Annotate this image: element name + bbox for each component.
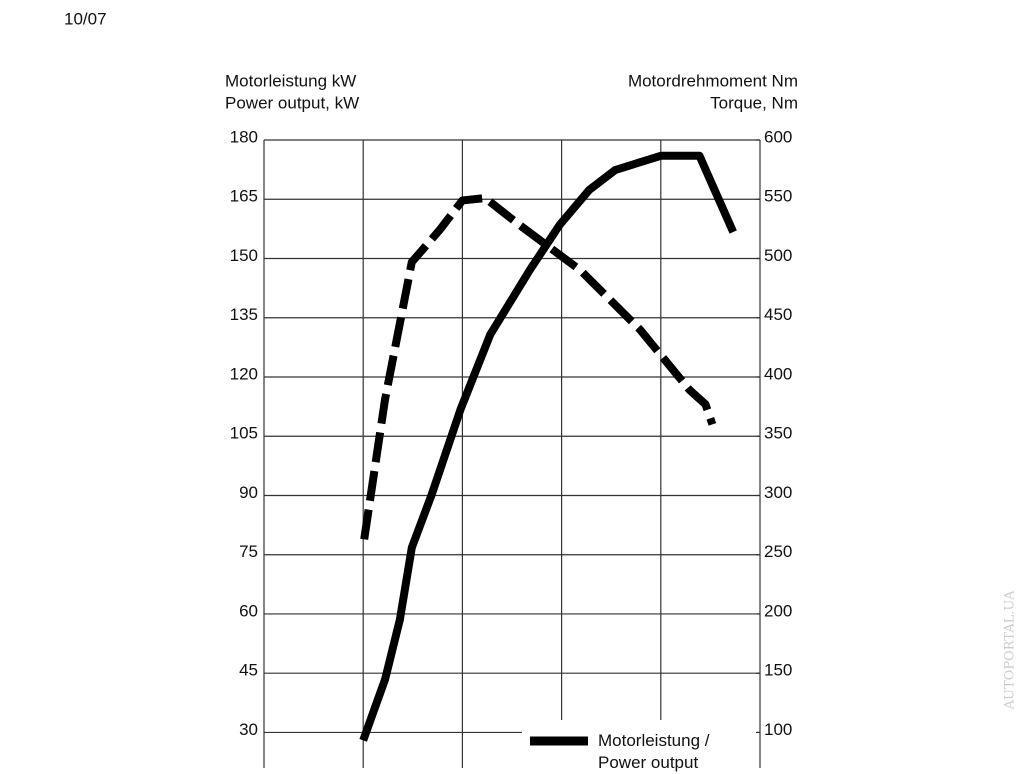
y2-tick-label: 550: [764, 187, 792, 206]
y-axis-label: Motorleistung kW: [225, 71, 356, 90]
y2-axis-label: Torque, Nm: [710, 93, 798, 112]
y2-tick-label: 450: [764, 305, 792, 324]
y2-tick-label: 400: [764, 364, 792, 383]
series-line: [360, 194, 717, 540]
series-line: [359, 151, 737, 742]
y2-tick-label: 300: [764, 483, 792, 502]
y2-tick-label: 150: [764, 661, 792, 680]
y-tick-label: 30: [239, 720, 258, 739]
y-tick-label: 105: [230, 424, 258, 443]
y-tick-label: 180: [230, 127, 258, 146]
page-label: 10/07: [64, 9, 107, 28]
y-tick-label: 90: [239, 483, 258, 502]
y-tick-label: 165: [230, 187, 258, 206]
y-axis-label: Power output, kW: [225, 93, 359, 112]
y-tick-label: 135: [230, 305, 258, 324]
y2-tick-label: 350: [764, 424, 792, 443]
y2-tick-label: 100: [764, 720, 792, 739]
y-tick-label: 150: [230, 246, 258, 265]
y-tick-label: 120: [230, 364, 258, 383]
y2-tick-label: 250: [764, 542, 792, 561]
watermark: AUTOPORTAL.UA: [1003, 590, 1018, 710]
y2-axis-label: Motordrehmoment Nm: [628, 71, 798, 90]
y-tick-label: 75: [239, 542, 258, 561]
y-tick-label: 45: [239, 661, 258, 680]
y-tick-label: 60: [239, 601, 258, 620]
legend-label: Motorleistung / Power output: [598, 731, 710, 772]
y2-tick-label: 500: [764, 246, 792, 265]
y2-tick-label: 200: [764, 601, 792, 620]
y2-tick-label: 600: [764, 127, 792, 146]
